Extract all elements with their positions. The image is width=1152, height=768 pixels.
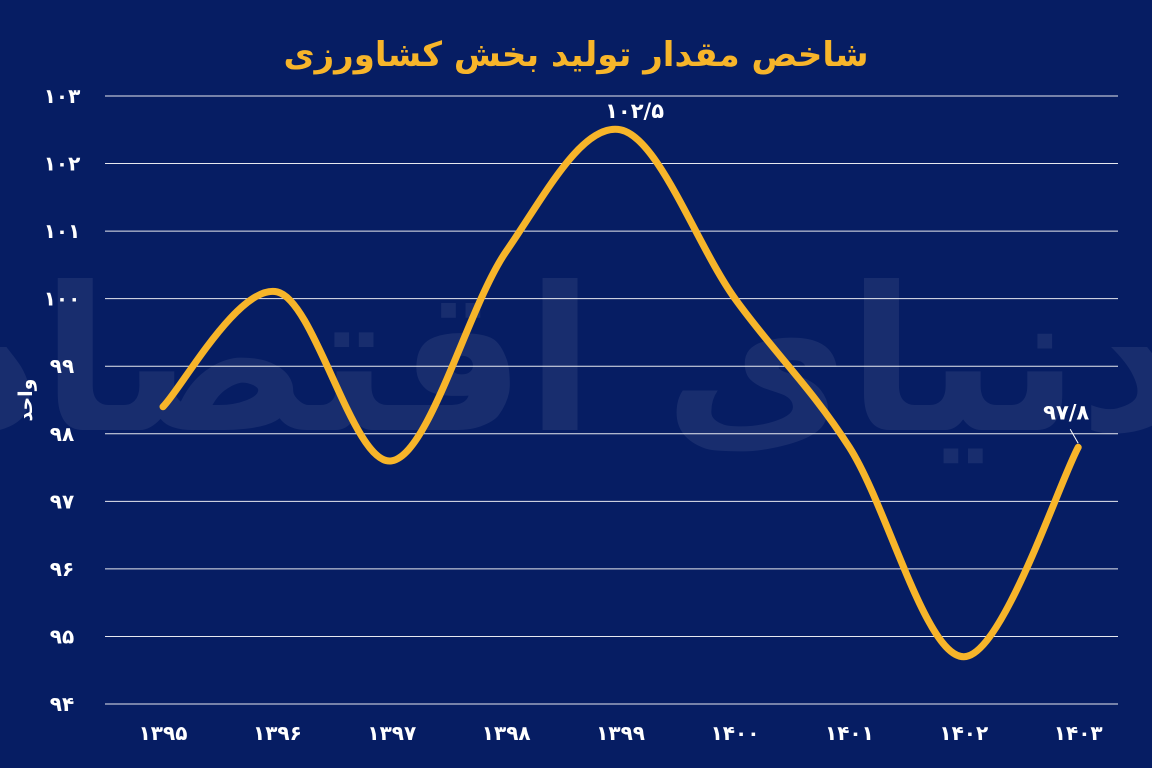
y-axis-ticks: ۹۴ ۹۵ ۹۶ ۹۷ ۹۸ ۹۹ ۱۰۰ ۱۰۱ ۱۰۲ ۱۰۳ — [44, 84, 81, 716]
data-label: ۹۷/۸ — [1043, 400, 1089, 424]
chart-title: شاخص مقدار تولید بخش کشاورزی — [283, 35, 868, 75]
x-tick-label: ۱۳۹۷ — [367, 721, 416, 745]
watermark: دنیای اقتصاد — [0, 245, 1152, 478]
y-tick-label: ۱۰۲ — [44, 152, 81, 176]
x-tick-label: ۱۳۹۵ — [139, 721, 188, 745]
y-tick-label: ۱۰۳ — [44, 84, 81, 108]
x-axis-ticks: ۱۳۹۵ ۱۳۹۶ ۱۳۹۷ ۱۳۹۸ ۱۳۹۹ ۱۴۰۰ ۱۴۰۱ ۱۴۰۲ ۱۴۰۳ — [139, 721, 1103, 745]
x-tick-label: ۱۴۰۳ — [1054, 721, 1103, 745]
data-label: ۱۰۲/۵ — [605, 99, 664, 123]
data-label-leader — [1069, 429, 1079, 444]
y-tick-label: ۱۰۱ — [44, 219, 81, 243]
y-tick-label: ۹۵ — [50, 624, 74, 648]
y-tick-label: ۹۷ — [50, 489, 74, 513]
series-line — [159, 125, 1082, 661]
x-tick-label: ۱۳۹۶ — [253, 721, 302, 745]
y-axis-label: واحد — [15, 379, 37, 422]
y-tick-label: ۹۴ — [50, 692, 74, 716]
x-tick-label: ۱۴۰۰ — [711, 721, 760, 745]
x-tick-label: ۱۳۹۹ — [596, 721, 645, 745]
y-tick-label: ۹۹ — [50, 354, 74, 378]
y-tick-label: ۹۸ — [50, 422, 74, 446]
gridlines — [105, 95, 1118, 705]
y-tick-label: ۹۶ — [50, 557, 74, 581]
x-tick-label: ۱۳۹۸ — [482, 721, 531, 745]
data-labels: ۱۰۲/۵ ۹۷/۸ — [605, 99, 1089, 444]
x-tick-label: ۱۴۰۲ — [939, 721, 988, 745]
x-tick-label: ۱۴۰۱ — [825, 721, 874, 745]
y-tick-label: ۱۰۰ — [44, 287, 81, 311]
